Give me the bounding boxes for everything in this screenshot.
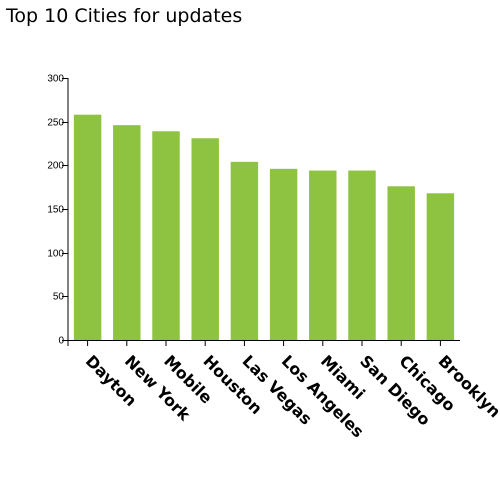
- bar-las-vegas: [230, 161, 259, 340]
- bar-chicago: [387, 186, 415, 340]
- chart-title: Top 10 Cities for updates: [6, 5, 243, 27]
- y-tick-label: 150: [47, 205, 64, 216]
- bar-new-york: [113, 125, 141, 340]
- y-axis: 0 50 100 150 200 250 300: [47, 74, 69, 347]
- y-tick-label: 0: [58, 336, 64, 347]
- bar-miami: [309, 170, 337, 340]
- y-tick-label: 50: [53, 292, 65, 303]
- bar-los-angeles: [269, 168, 298, 340]
- y-tick-label: 250: [47, 118, 64, 129]
- y-tick-label: 100: [47, 249, 64, 260]
- bar-mobile: [152, 131, 180, 340]
- bars-group: [73, 114, 455, 341]
- y-tick-label: 300: [47, 74, 64, 85]
- y-tick-label: 200: [47, 161, 64, 172]
- bar-san-diego: [348, 170, 376, 340]
- bar-dayton: [73, 114, 102, 341]
- bar-houston: [191, 138, 219, 340]
- bar-brooklyn: [426, 193, 455, 340]
